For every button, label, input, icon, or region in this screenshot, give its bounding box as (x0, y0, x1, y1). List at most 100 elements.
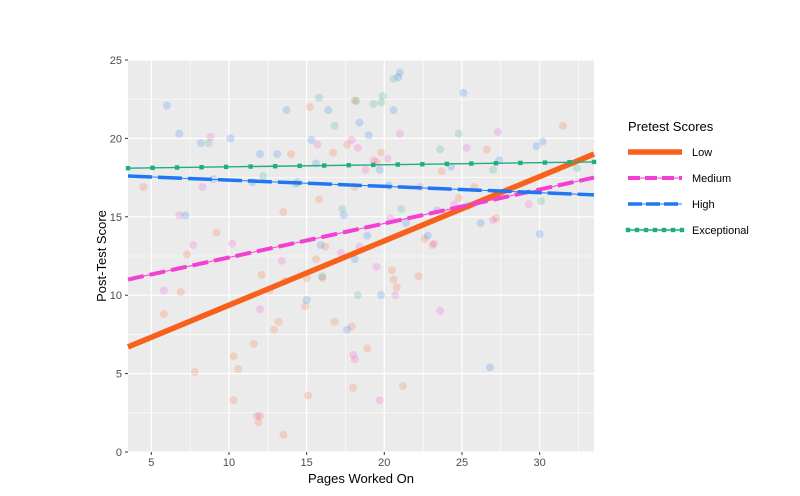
fit-line-exceptional-marker (150, 165, 155, 171)
y-axis-title: Post-Test Score (94, 210, 109, 302)
point-low (229, 396, 238, 405)
fit-line-exceptional-marker (322, 163, 327, 168)
fit-line-exceptional-marker (420, 162, 425, 167)
point-high (343, 325, 352, 334)
point-exceptional (353, 291, 362, 300)
fit-line-exceptional-marker (272, 164, 278, 169)
y-tick-label: 25 (110, 55, 122, 67)
legend-label-medium: Medium (692, 173, 731, 185)
point-medium (277, 256, 286, 265)
fit-line-exceptional-marker (248, 164, 253, 169)
point-low (428, 241, 437, 250)
point-exceptional (397, 204, 406, 213)
fit-line-exceptional-marker (493, 161, 499, 166)
point-high (256, 150, 265, 159)
point-low (349, 383, 358, 392)
point-low (256, 411, 265, 420)
y-tick-label: 20 (110, 133, 122, 145)
point-low (274, 317, 283, 326)
point-high (197, 139, 206, 148)
point-low (482, 145, 491, 154)
fit-line-exceptional-marker (542, 160, 548, 165)
point-exceptional (318, 272, 327, 281)
point-low (414, 272, 423, 281)
fit-line-low (126, 151, 596, 350)
point-high (273, 150, 282, 159)
point-low (301, 302, 310, 311)
point-medium (198, 183, 207, 192)
point-exceptional (436, 145, 445, 154)
point-low (392, 283, 401, 292)
fit-line-exceptional-marker (371, 162, 376, 168)
y-tick-label: 0 (116, 447, 122, 459)
point-low (454, 193, 463, 202)
point-medium (349, 350, 358, 359)
x-axis-title: Pages Worked On (308, 471, 414, 486)
x-tick-label: 5 (148, 457, 154, 469)
x-tick-label: 20 (378, 457, 390, 469)
point-medium (524, 200, 533, 209)
legend-label-low: Low (692, 147, 712, 159)
point-low (212, 228, 221, 237)
point-exceptional (378, 92, 387, 101)
x-tick-label: 30 (534, 457, 546, 469)
point-low (311, 255, 320, 264)
legend-items: Low Medium High Exceptional (625, 147, 749, 237)
point-low (437, 167, 446, 176)
y-tick-label: 5 (116, 369, 122, 381)
fit-line-high (127, 174, 595, 197)
point-exceptional (352, 96, 361, 105)
point-medium (353, 143, 362, 152)
fit-line-medium (127, 175, 595, 282)
point-medium (336, 248, 345, 257)
point-medium (462, 143, 471, 152)
legend-key-marker (670, 227, 676, 233)
point-exceptional (454, 129, 463, 138)
fit-line-exceptional-marker (297, 163, 302, 169)
point-low (304, 391, 313, 400)
point-high (394, 73, 403, 82)
legend-key-marker (652, 227, 658, 233)
point-high (350, 255, 359, 264)
point-high (282, 106, 291, 115)
legend: Pretest Scores Low Medium High Exceptional (625, 119, 749, 237)
point-high (181, 211, 190, 220)
point-high (302, 295, 311, 304)
point-low (279, 430, 288, 439)
point-medium (350, 355, 359, 364)
point-high (459, 88, 468, 97)
x-tick-label: 25 (456, 457, 468, 469)
point-medium (391, 291, 400, 300)
point-medium (375, 396, 384, 405)
point-high (485, 363, 494, 372)
point-exceptional (389, 74, 398, 83)
point-exceptional (489, 165, 498, 174)
point-low (270, 325, 279, 334)
x-axis-ticks: 5 10 15 20 25 30 (148, 452, 546, 469)
legend-key-marker (643, 227, 649, 233)
point-medium (383, 154, 392, 163)
fit-line-exceptional-marker (174, 165, 180, 170)
point-medium (361, 165, 370, 174)
point-low (343, 140, 352, 149)
point-medium (228, 239, 237, 248)
point-medium (489, 215, 498, 224)
point-high (389, 106, 398, 115)
point-low (229, 352, 238, 361)
point-low (377, 148, 386, 157)
point-low (347, 322, 356, 331)
point-high (175, 129, 184, 138)
point-high (364, 131, 373, 140)
point-high (324, 106, 333, 115)
point-exceptional (338, 204, 347, 213)
y-tick-label: 10 (110, 290, 122, 302)
point-medium (159, 286, 168, 295)
y-axis-ticks: 0 5 10 15 20 25 (110, 55, 128, 459)
point-low (492, 214, 501, 223)
point-low (139, 183, 148, 192)
point-low (330, 317, 339, 326)
point-high (377, 291, 386, 300)
y-tick-label: 15 (110, 212, 122, 224)
point-high (355, 118, 364, 127)
legend-key-marker (661, 227, 667, 233)
